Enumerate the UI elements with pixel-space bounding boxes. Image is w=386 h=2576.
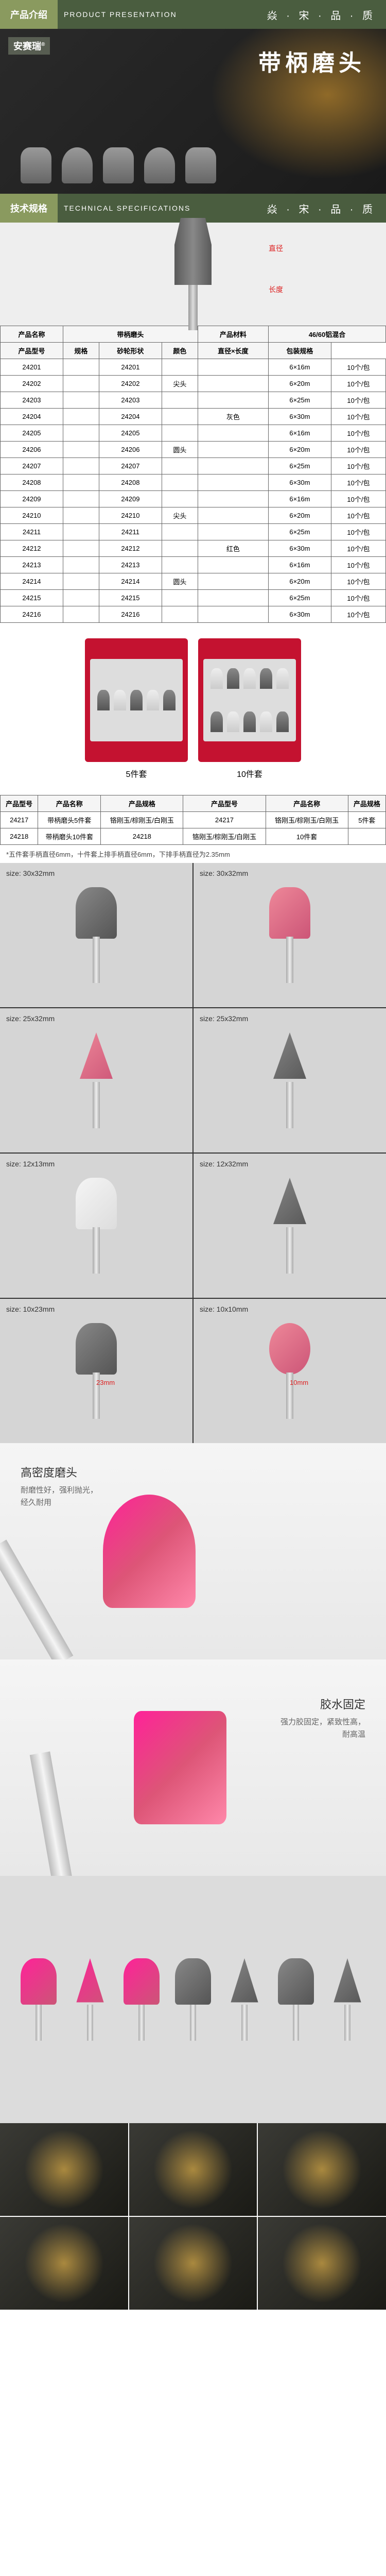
length-label: 长度: [269, 284, 283, 295]
usage-photo: [129, 2217, 257, 2310]
feature-density: 高密度磨头 耐磨性好，强利抛光，经久耐用: [0, 1443, 386, 1659]
kit-photos: 5件套 10件套: [0, 623, 386, 795]
table-row: 24215242156×25m10个/包: [1, 590, 386, 606]
table-row: 24216242166×30m10个/包: [1, 606, 386, 623]
table-row: 24203242036×25m10个/包: [1, 392, 386, 409]
kit-5: [85, 638, 188, 762]
size-label: size: 10x23mm: [6, 1305, 55, 1313]
usage-photo: [0, 2217, 128, 2310]
section-en: PRODUCT PRESENTATION: [64, 10, 177, 19]
section-header-intro: 产品介绍 PRODUCT PRESENTATION 焱 · 宋 · 品 · 质: [0, 0, 386, 29]
usage-photo: [0, 2123, 128, 2216]
table-row: 2421224212红色6×30m10个/包: [1, 540, 386, 557]
size-label: size: 30x32mm: [6, 869, 55, 877]
section-en: TECHNICAL SPECIFICATIONS: [64, 204, 190, 212]
size-label: size: 10x10mm: [200, 1305, 248, 1313]
table-row: 2420624206圆头6×20m10个/包: [1, 442, 386, 458]
size-label: size: 30x32mm: [200, 869, 248, 877]
size-label: size: 12x32mm: [200, 1160, 248, 1168]
product-photo: size: 30x32mm: [194, 863, 386, 1007]
table-row: 24209242096×16m10个/包: [1, 491, 386, 507]
kit-5-label: 5件套: [85, 767, 188, 779]
section-tab: 技术规格: [0, 194, 58, 223]
feature-title: 胶水固定: [320, 1696, 365, 1712]
hero-shapes: [21, 147, 216, 183]
usage-photo: [258, 2123, 386, 2216]
size-label: size: 25x32mm: [200, 1014, 248, 1023]
table-note: *五件套手柄直径6mm，十件套上排手柄直径6mm，下排手柄直径为2.35mm: [0, 845, 386, 863]
spec-table-2: 产品型号产品名称产品规格产品型号产品名称产品规格 24217带柄磨头5件套铬刚玉…: [0, 795, 386, 845]
product-photo: size: 10x23mm 23mm: [0, 1299, 192, 1443]
table-row: 2420424204灰色6×30m10个/包: [1, 409, 386, 425]
usage-grid: [0, 2123, 386, 2310]
spec-table-1: 产品名称带柄磨头产品材料46/60铝混合产品型号规格砂轮形状颜色直径×长度包装规…: [0, 326, 386, 623]
product-photo: size: 30x32mm: [0, 863, 192, 1007]
product-photo: size: 25x32mm: [194, 1008, 386, 1153]
hero-title: 带柄磨头: [258, 44, 365, 77]
brand-logo: 安赛瑞®: [8, 37, 50, 55]
kit-10-label: 10件套: [198, 767, 301, 779]
hero-banner: 安赛瑞® 带柄磨头: [0, 29, 386, 194]
product-photo: size: 10x10mm 10mm: [194, 1299, 386, 1443]
table-row: 24207242076×25m10个/包: [1, 458, 386, 474]
table-row: 24213242136×16m10个/包: [1, 557, 386, 573]
table-row: 24211242116×25m10个/包: [1, 524, 386, 540]
size-label: size: 25x32mm: [6, 1014, 55, 1023]
table-row: 24217带柄磨头5件套铬刚玉/棕刚玉/白刚玉24217铬刚玉/棕刚玉/白刚玉5…: [1, 812, 386, 828]
dimension-diagram: 直径 长度: [0, 223, 386, 326]
feature-desc: 强力胶固定，紧致性高，耐高温: [280, 1716, 365, 1741]
product-photo: size: 25x32mm: [0, 1008, 192, 1153]
table-row: 24205242056×16m10个/包: [1, 425, 386, 442]
table-row: 24218带柄磨头10件套24218铬刚玉/棕刚玉/白刚玉10件套: [1, 828, 386, 845]
group-photo: [0, 1876, 386, 2123]
dimension-callout: 23mm: [96, 1379, 115, 1386]
product-photo: size: 12x13mm: [0, 1154, 192, 1298]
usage-photo: [258, 2217, 386, 2310]
dimension-callout: 10mm: [290, 1379, 308, 1386]
table-row: 2421424214圆头6×20m10个/包: [1, 573, 386, 590]
usage-photo: [129, 2123, 257, 2216]
table-row: 24208242086×30m10个/包: [1, 474, 386, 491]
kit-10: [198, 638, 301, 762]
section-tab: 产品介绍: [0, 0, 58, 29]
section-dots: 焱 · 宋 · 品 · 质: [267, 7, 386, 22]
diameter-label: 直径: [269, 243, 283, 253]
product-photo: size: 12x32mm: [194, 1154, 386, 1298]
product-photo-grid: size: 30x32mm size: 30x32mm size: 25x32mm s…: [0, 863, 386, 1443]
feature-title: 高密度磨头: [21, 1464, 77, 1480]
feature-desc: 耐磨性好，强利抛光，经久耐用: [21, 1484, 98, 1509]
table-row: 2421024210尖头6×20m10个/包: [1, 507, 386, 524]
table-row: 2420224202尖头6×20m10个/包: [1, 376, 386, 392]
section-dots: 焱 · 宋 · 品 · 质: [267, 201, 386, 216]
table-row: 24201242016×16m10个/包: [1, 359, 386, 376]
feature-glue: 胶水固定 强力胶固定，紧致性高，耐高温: [0, 1659, 386, 1876]
size-label: size: 12x13mm: [6, 1160, 55, 1168]
